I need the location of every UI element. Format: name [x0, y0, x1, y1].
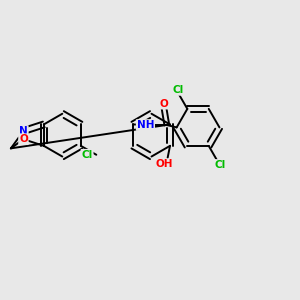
Text: N: N	[19, 126, 28, 136]
Text: OH: OH	[156, 159, 173, 169]
Text: Cl: Cl	[214, 160, 226, 170]
Text: Cl: Cl	[173, 85, 184, 95]
Text: Cl: Cl	[82, 150, 93, 160]
Text: O: O	[19, 134, 28, 144]
Text: O: O	[160, 99, 168, 109]
Text: NH: NH	[137, 120, 154, 130]
